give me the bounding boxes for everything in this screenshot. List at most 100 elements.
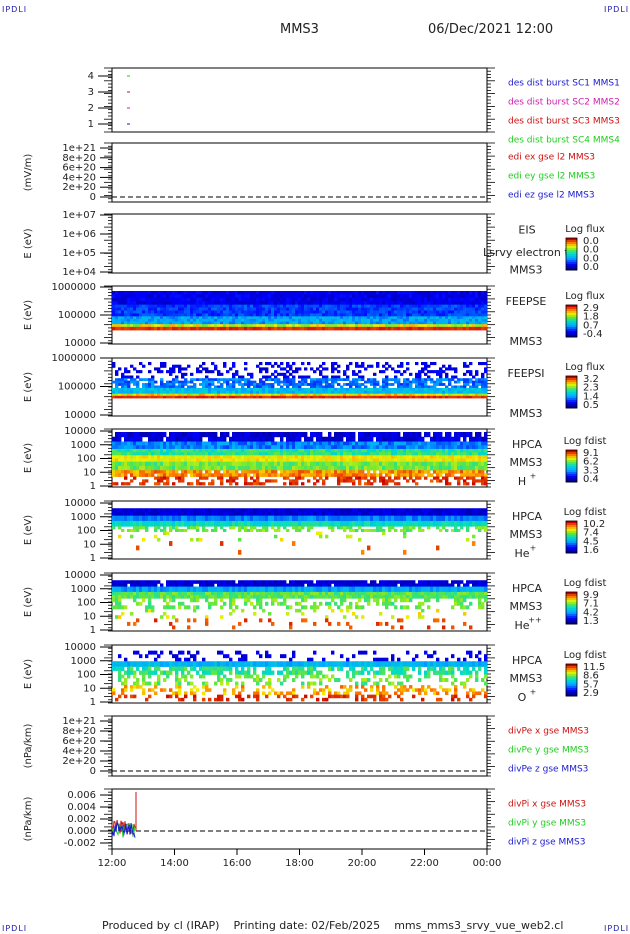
heatmap-cell — [370, 380, 374, 384]
heatmap-cell — [322, 380, 326, 384]
heatmap-cell — [196, 470, 200, 474]
heatmap-cell — [415, 304, 419, 308]
heatmap-cell — [427, 441, 431, 446]
heatmap-cell — [226, 385, 230, 389]
heatmap-cell — [307, 479, 311, 483]
heatmap-cell — [283, 476, 287, 480]
heatmap-cell — [328, 324, 332, 328]
heatmap-cell — [199, 383, 203, 386]
heatmap-cell — [391, 297, 395, 302]
heatmap-cell — [361, 445, 365, 450]
heatmap-cell — [196, 324, 200, 328]
heatmap-cell — [439, 508, 443, 513]
heatmap-cell — [442, 458, 446, 463]
heatmap-cell — [355, 383, 359, 386]
heatmap-cell — [265, 321, 269, 325]
heatmap-cell — [460, 318, 464, 322]
heatmap-cell — [130, 321, 134, 325]
heatmap-cell — [193, 310, 197, 314]
heatmap-cell — [199, 364, 203, 368]
heatmap-cell — [433, 395, 437, 399]
heatmap-cell — [331, 375, 335, 379]
heatmap-cell — [232, 291, 236, 295]
heatmap-cell — [451, 455, 455, 459]
heatmap-cell — [376, 436, 380, 442]
heatmap-cell — [208, 393, 212, 397]
heatmap-cell — [466, 313, 470, 317]
colorbar-swatch-feepse — [566, 305, 577, 308]
heatmap-cell — [334, 393, 338, 397]
heatmap-cell — [118, 367, 122, 371]
y-tick-label-feepsi: 100000 — [58, 382, 96, 393]
heatmap-cell — [175, 313, 179, 317]
heatmap-cell — [418, 380, 422, 384]
heatmap-cell — [457, 395, 461, 399]
heatmap-cell — [316, 304, 320, 308]
heatmap-cell — [394, 310, 398, 314]
heatmap-cell — [448, 310, 452, 314]
heatmap-cell — [466, 297, 470, 302]
heatmap-cell — [415, 458, 419, 463]
heatmap-cell — [289, 436, 293, 442]
heatmap-cell — [346, 294, 350, 299]
heatmap-cell — [361, 297, 365, 302]
heatmap-cell — [226, 470, 230, 474]
heatmap-cell — [439, 372, 443, 376]
heatmap-cell — [457, 294, 461, 299]
heatmap-cell — [211, 297, 215, 302]
heatmap-cell — [166, 316, 170, 320]
heatmap-cell — [211, 445, 215, 450]
heatmap-cell — [199, 304, 203, 308]
heatmap-cell — [328, 297, 332, 302]
heatmap-cell — [208, 458, 212, 463]
heatmap-cell — [115, 318, 119, 322]
heatmap-cell — [421, 362, 425, 366]
heatmap-cell — [196, 297, 200, 302]
heatmap-cell — [406, 326, 410, 331]
heatmap-cell — [301, 482, 305, 486]
heatmap-cell — [343, 452, 347, 456]
heatmap-cell — [259, 362, 263, 366]
heatmap-cell — [199, 321, 203, 325]
heatmap-cell — [412, 458, 416, 463]
heatmap-cell — [271, 321, 275, 325]
heatmap-cell — [205, 383, 209, 386]
heatmap-cell — [193, 387, 197, 392]
heatmap-cell — [154, 310, 158, 314]
heatmap-cell — [187, 294, 191, 299]
heatmap-cell — [148, 385, 152, 389]
heatmap-cell — [118, 473, 122, 477]
heatmap-cell — [166, 313, 170, 317]
heatmap-cell — [226, 465, 230, 471]
heatmap-cell — [301, 378, 305, 382]
heatmap-cell — [478, 393, 482, 397]
heatmap-cell — [139, 432, 143, 438]
heatmap-cell — [214, 455, 218, 459]
heatmap-cell — [286, 307, 290, 311]
heatmap-cell — [451, 313, 455, 317]
heatmap-cell — [247, 378, 251, 382]
heatmap-cell — [346, 383, 350, 386]
heatmap-cell — [277, 458, 281, 463]
heatmap-cell — [142, 390, 146, 395]
spacecraft-label-feepse: MMS3 — [510, 335, 543, 348]
heatmap-cell — [205, 297, 209, 302]
heatmap-cell — [223, 324, 227, 328]
heatmap-cell — [298, 452, 302, 456]
heatmap-cell — [127, 508, 131, 513]
heatmap-cell — [259, 324, 263, 328]
heatmap-cell — [334, 326, 338, 331]
heatmap-cell — [337, 321, 341, 325]
heatmap-cell — [178, 385, 182, 389]
heatmap-cell — [475, 441, 479, 446]
heatmap-cell — [310, 508, 314, 513]
heatmap-cell — [472, 476, 476, 480]
heatmap-cell — [202, 445, 206, 450]
heatmap-cell — [121, 387, 125, 392]
heatmap-cell — [340, 304, 344, 308]
heatmap-cell — [187, 304, 191, 308]
heatmap-cell — [379, 318, 383, 322]
heatmap-cell — [196, 301, 200, 306]
heatmap-cell — [151, 432, 155, 438]
heatmap-cell — [469, 321, 473, 325]
